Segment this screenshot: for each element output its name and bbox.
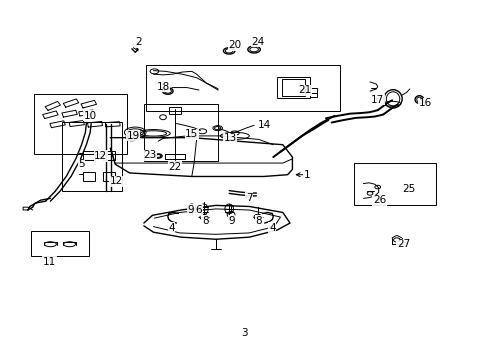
Text: 13: 13: [223, 133, 236, 143]
Text: 4: 4: [268, 222, 275, 233]
Text: 8: 8: [202, 216, 208, 226]
Text: 17: 17: [370, 95, 384, 104]
Text: 11: 11: [43, 257, 56, 267]
Bar: [62, 122, 122, 191]
Bar: [168, 107, 181, 114]
Text: 1: 1: [303, 170, 309, 180]
Text: 10: 10: [83, 111, 97, 121]
Text: 27: 27: [396, 239, 409, 249]
Text: 8: 8: [255, 216, 262, 226]
Text: 2: 2: [135, 37, 141, 48]
Bar: [277, 77, 309, 98]
Text: 16: 16: [418, 98, 431, 108]
Text: 15: 15: [185, 129, 198, 139]
Text: 25: 25: [401, 184, 414, 194]
Text: 12: 12: [109, 176, 122, 186]
Text: 5: 5: [78, 159, 85, 169]
Text: 22: 22: [168, 162, 181, 172]
Text: 3: 3: [241, 328, 247, 338]
Text: 14: 14: [258, 120, 271, 130]
Text: 20: 20: [228, 40, 241, 50]
Bar: [103, 172, 115, 181]
Bar: [143, 104, 218, 161]
Text: 24: 24: [251, 37, 264, 47]
Text: 26: 26: [372, 195, 386, 206]
Text: 23: 23: [142, 150, 156, 160]
Bar: [31, 231, 89, 256]
Bar: [103, 151, 115, 159]
Bar: [82, 151, 94, 159]
Bar: [82, 172, 94, 181]
Bar: [34, 94, 127, 154]
Text: 9: 9: [187, 205, 194, 215]
Text: 12: 12: [94, 151, 107, 161]
Bar: [281, 79, 304, 96]
Text: 7: 7: [245, 193, 252, 203]
Text: 18: 18: [156, 81, 169, 91]
Text: 21: 21: [297, 85, 310, 95]
Text: 19: 19: [126, 131, 140, 141]
Bar: [353, 163, 435, 206]
Text: 6: 6: [195, 205, 202, 215]
Text: 4: 4: [168, 222, 175, 233]
Bar: [146, 66, 340, 111]
Text: 9: 9: [228, 216, 234, 226]
